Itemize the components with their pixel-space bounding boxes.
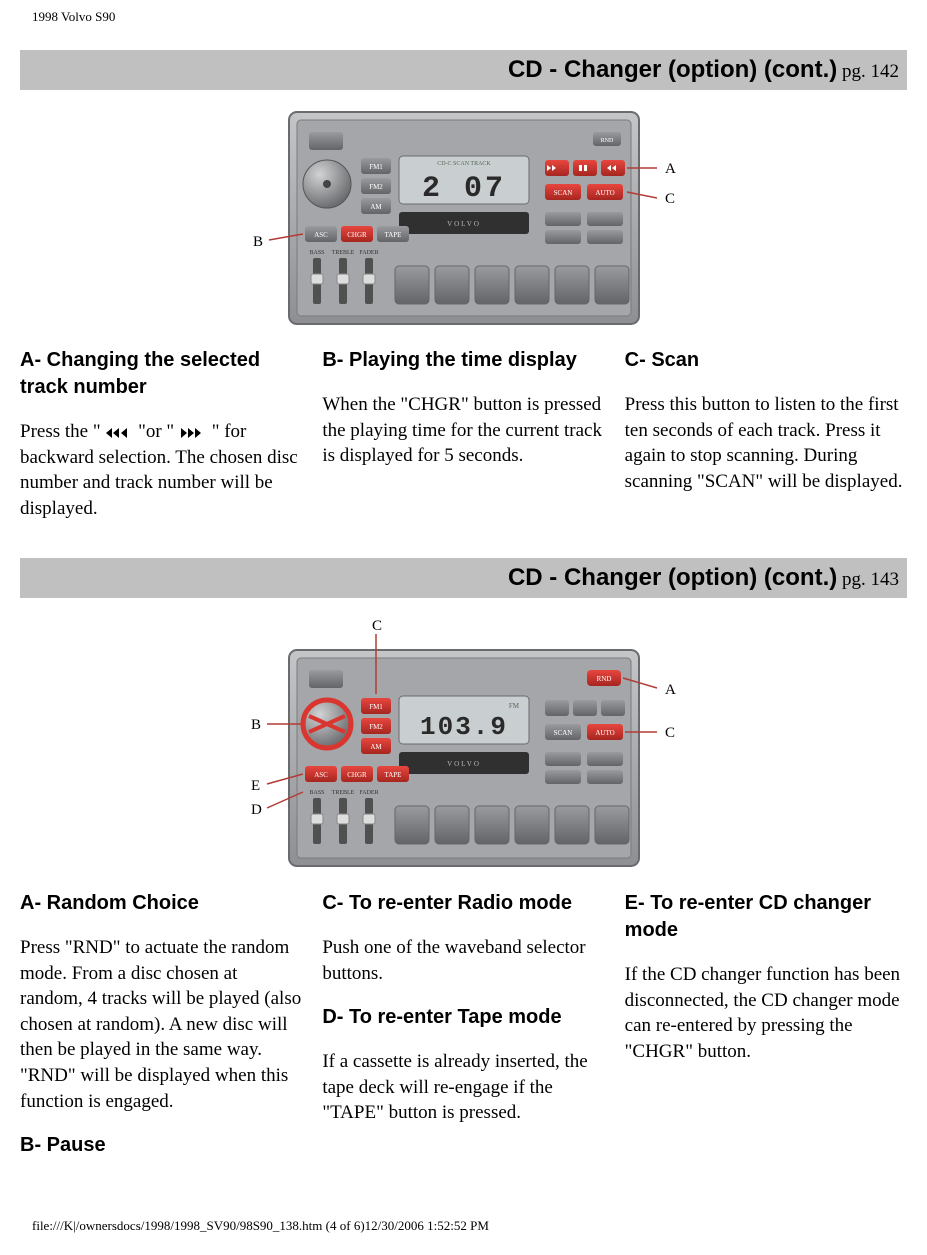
footer-path: file:///K|/ownersdocs/1998/1998_SV90/98S… — [20, 1217, 907, 1235]
svg-text:FM2: FM2 — [369, 183, 383, 191]
doc-header: 1998 Volvo S90 — [20, 8, 907, 26]
svg-text:CHGR: CHGR — [347, 771, 367, 779]
section-bar-143: CD - Changer (option) (cont.) pg. 143 — [20, 558, 907, 598]
para-c: Press this button to listen to the first… — [625, 392, 907, 495]
section-pg: pg. 142 — [842, 61, 899, 82]
radio-figure-143: RND FM1 FM2 AM FM 103.9 SCAN AUTO VOLVO … — [249, 616, 679, 876]
heading-a2: A- Random Choice — [20, 890, 302, 917]
heading-b2: B- Pause — [20, 1132, 302, 1159]
svg-text:D: D — [251, 802, 262, 818]
rewind-icon — [105, 426, 133, 440]
svg-text:TREBLE: TREBLE — [331, 250, 354, 256]
para-b: When the "CHGR" button is pressed the pl… — [322, 392, 604, 469]
svg-text:RND: RND — [596, 675, 611, 683]
svg-text:ASC: ASC — [314, 231, 328, 239]
svg-text:FM2: FM2 — [369, 723, 383, 731]
heading-b: B- Playing the time display — [322, 347, 604, 374]
heading-d2: D- To re-enter Tape mode — [322, 1004, 604, 1031]
para-d2: If a cassette is already inserted, the t… — [322, 1049, 604, 1126]
svg-text:AUTO: AUTO — [595, 189, 614, 197]
para-e2: If the CD changer function has been disc… — [625, 962, 907, 1065]
svg-text:TREBLE: TREBLE — [331, 790, 354, 796]
para-a: Press the " "or " " for backward selecti… — [20, 419, 302, 522]
svg-text:VOLVO: VOLVO — [447, 220, 481, 228]
svg-text:C: C — [372, 618, 382, 634]
svg-text:B: B — [251, 717, 261, 733]
heading-e2: E- To re-enter CD changer mode — [625, 890, 907, 944]
col-a-143: A- Random Choice Press "RND" to actuate … — [20, 890, 302, 1177]
svg-text:B: B — [253, 234, 263, 250]
svg-text:BASS: BASS — [309, 250, 324, 256]
svg-text:CHGR: CHGR — [347, 231, 367, 239]
col-c-142: C- Scan Press this button to listen to t… — [625, 347, 907, 540]
para-c2: Push one of the waveband selector button… — [322, 935, 604, 986]
svg-text:AM: AM — [370, 743, 382, 751]
svg-text:103.9: 103.9 — [419, 712, 507, 742]
svg-text:C: C — [665, 725, 675, 741]
heading-a: A- Changing the selected track number — [20, 347, 302, 401]
section-bar-142: CD - Changer (option) (cont.) pg. 142 — [20, 50, 907, 90]
svg-text:2 07: 2 07 — [421, 172, 505, 206]
svg-text:FM1: FM1 — [369, 703, 383, 711]
radio-figure-142: RND FM1 FM2 AM CD-C SCAN TRACK 2 07 SCAN… — [249, 108, 679, 333]
svg-text:TAPE: TAPE — [384, 771, 401, 779]
section-pg: pg. 143 — [842, 569, 899, 590]
svg-text:AM: AM — [370, 203, 382, 211]
columns-143: A- Random Choice Press "RND" to actuate … — [20, 890, 907, 1177]
col-a-142: A- Changing the selected track number Pr… — [20, 347, 302, 540]
section-title: CD - Changer (option) (cont.) — [508, 564, 837, 591]
svg-text:C: C — [665, 191, 675, 207]
svg-text:FM: FM — [508, 702, 519, 710]
svg-text:ASC: ASC — [314, 771, 328, 779]
svg-text:A: A — [665, 161, 676, 177]
svg-text:VOLVO: VOLVO — [447, 760, 481, 768]
fastforward-icon — [179, 426, 207, 440]
svg-text:A: A — [665, 682, 676, 698]
svg-text:FM1: FM1 — [369, 163, 383, 171]
columns-142: A- Changing the selected track number Pr… — [20, 347, 907, 540]
svg-text:BASS: BASS — [309, 790, 324, 796]
svg-text:E: E — [251, 778, 260, 794]
svg-text:CD-C SCAN TRACK: CD-C SCAN TRACK — [437, 161, 491, 167]
svg-text:FADER: FADER — [359, 790, 378, 796]
heading-c2: C- To re-enter Radio mode — [322, 890, 604, 917]
para-a2: Press "RND" to actuate the random mode. … — [20, 935, 302, 1114]
col-c-143: E- To re-enter CD changer mode If the CD… — [625, 890, 907, 1177]
col-b-142: B- Playing the time display When the "CH… — [322, 347, 604, 540]
section-title: CD - Changer (option) (cont.) — [508, 56, 837, 83]
svg-text:SCAN: SCAN — [553, 189, 572, 197]
svg-text:SCAN: SCAN — [553, 729, 572, 737]
svg-text:FADER: FADER — [359, 250, 378, 256]
svg-text:TAPE: TAPE — [384, 231, 401, 239]
col-b-143: C- To re-enter Radio mode Push one of th… — [322, 890, 604, 1177]
svg-text:RND: RND — [600, 138, 613, 144]
svg-text:AUTO: AUTO — [595, 729, 614, 737]
heading-c: C- Scan — [625, 347, 907, 374]
